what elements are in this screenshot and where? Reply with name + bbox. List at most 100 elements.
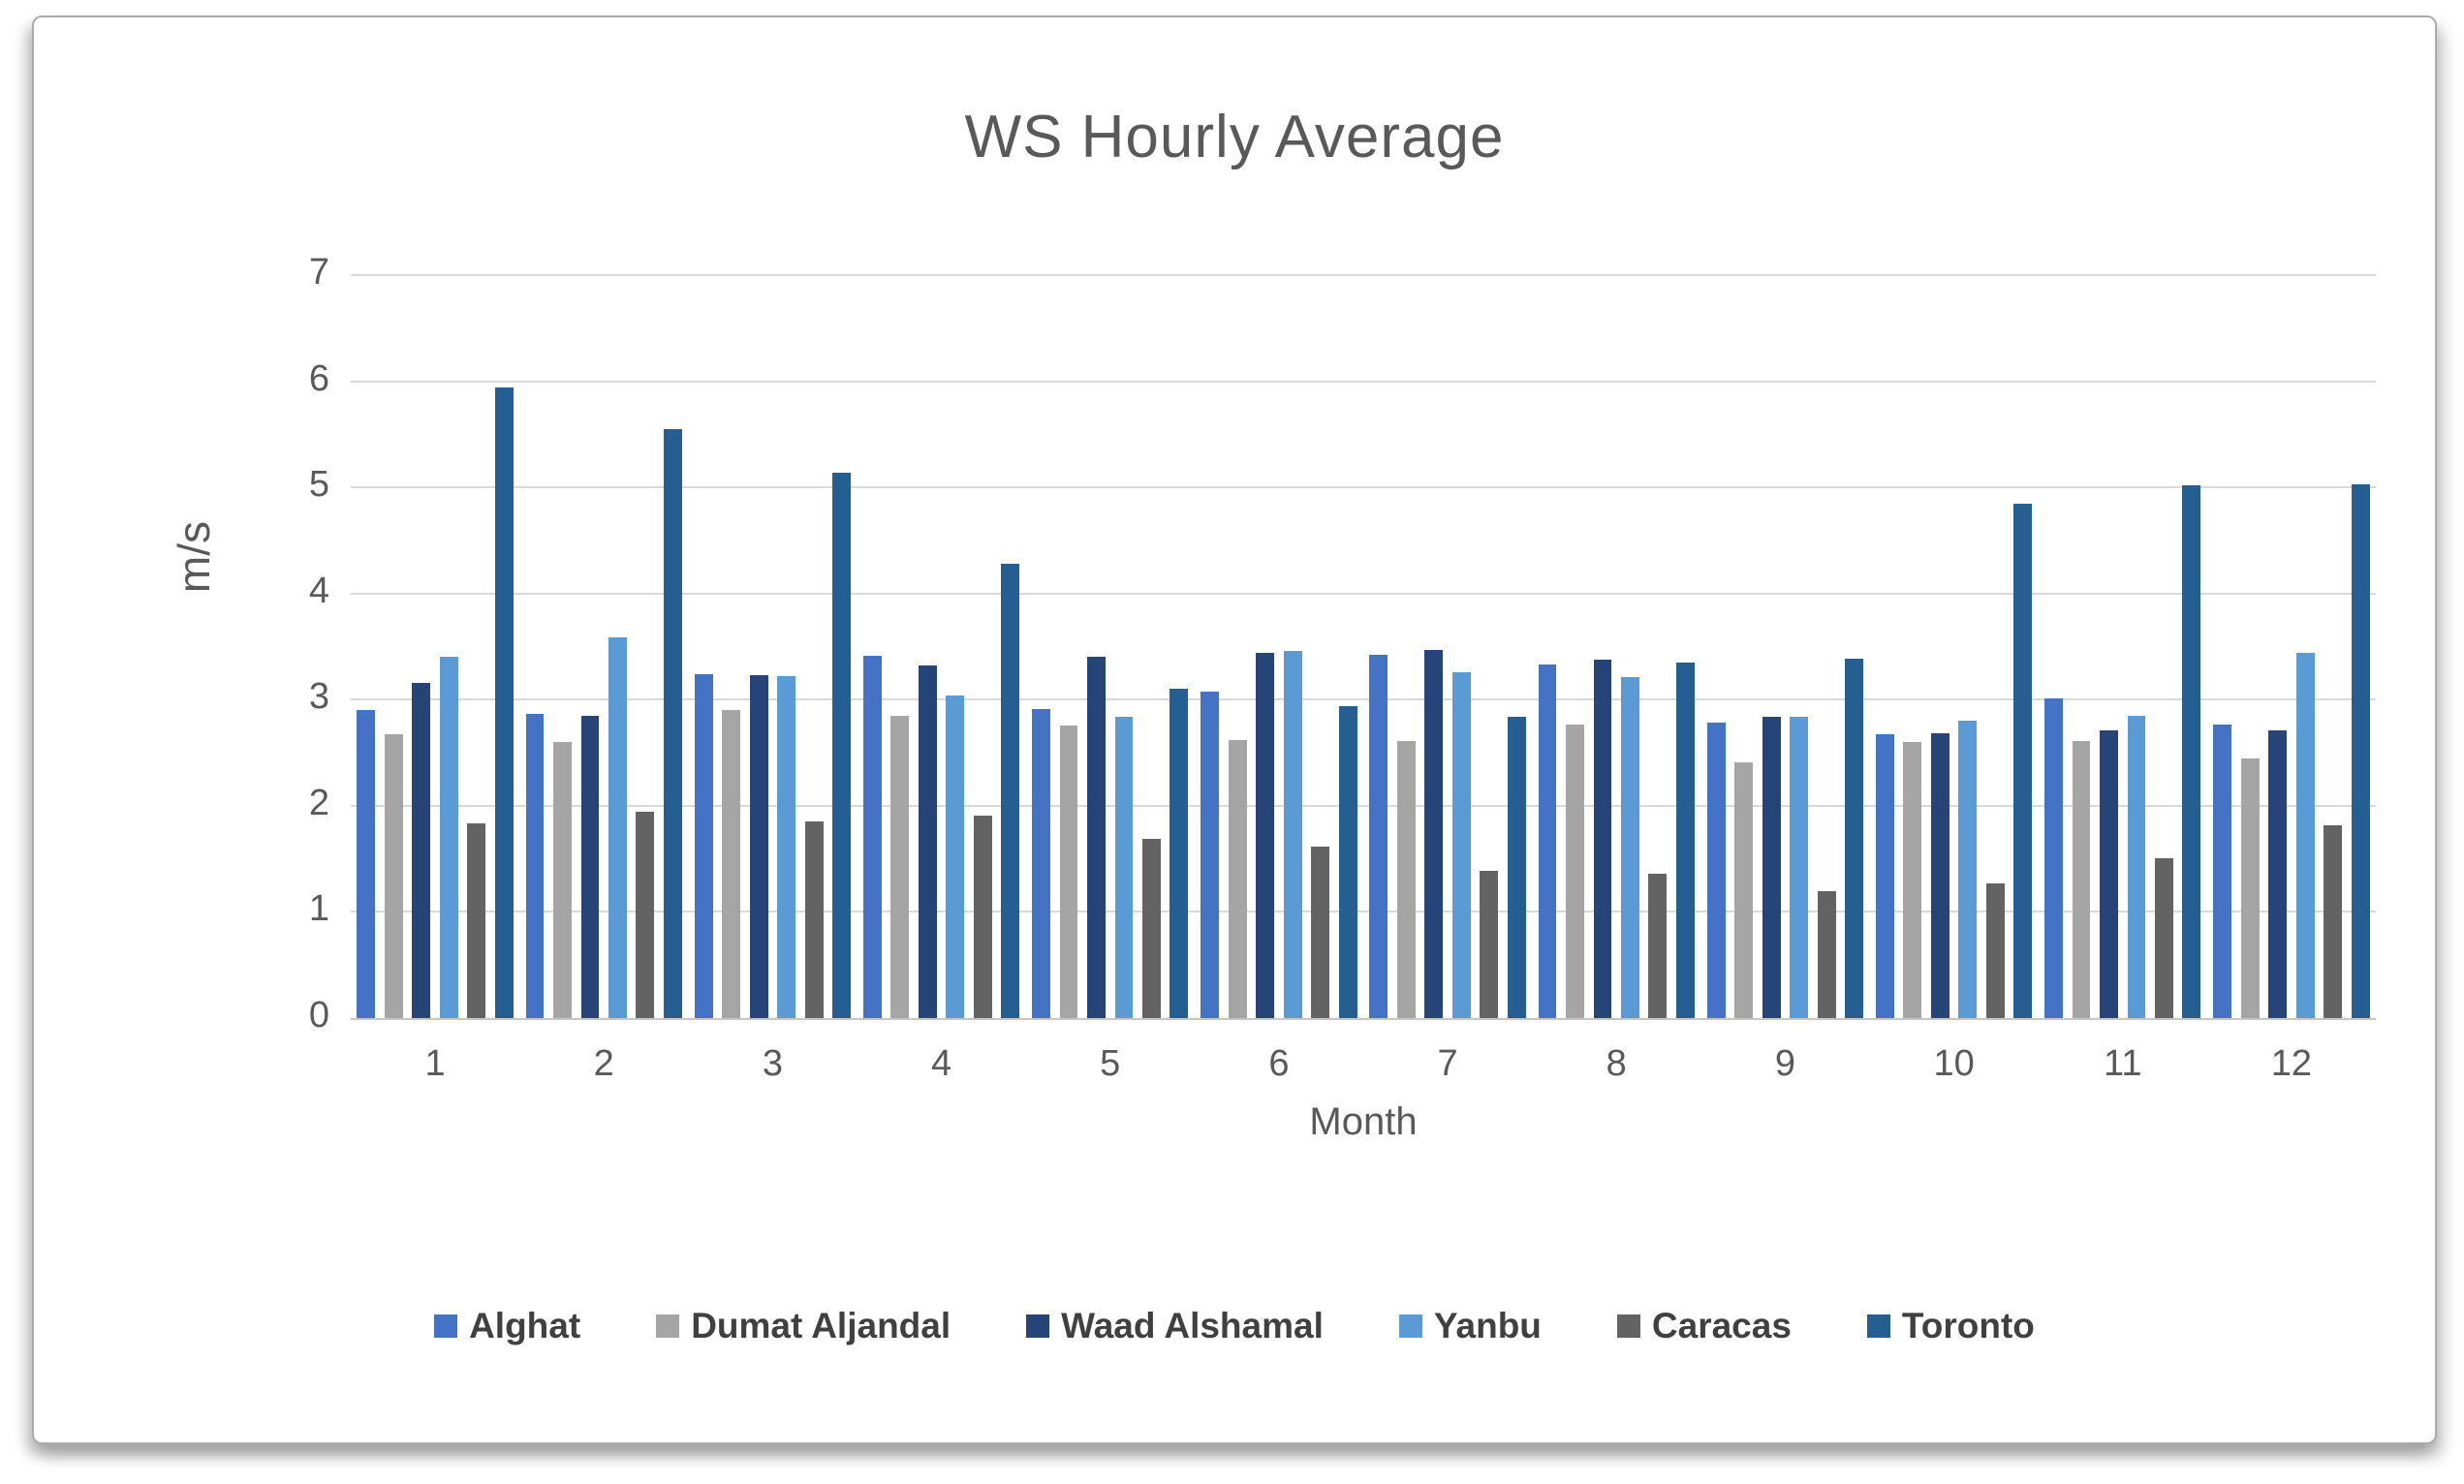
bar-alghat-month-3 xyxy=(694,674,713,1018)
bar-waad-alshamal-month-6 xyxy=(1256,653,1275,1018)
legend-label: Yanbu xyxy=(1433,1306,1542,1345)
bar-toronto-month-6 xyxy=(1338,705,1357,1018)
bar-alghat-month-1 xyxy=(357,710,376,1018)
bar-dumat-aljandal-month-1 xyxy=(384,734,403,1018)
legend-label: Alghat xyxy=(469,1306,581,1345)
y-tick-label-5: 5 xyxy=(308,464,329,506)
bar-yanbu-month-4 xyxy=(946,695,965,1018)
bar-yanbu-month-8 xyxy=(1621,677,1639,1018)
bar-toronto-month-9 xyxy=(1845,658,1864,1018)
bar-yanbu-month-11 xyxy=(2127,715,2146,1018)
bar-caracas-month-7 xyxy=(1480,870,1499,1018)
x-tick-label-3: 3 xyxy=(762,1043,783,1084)
bar-alghat-month-4 xyxy=(862,656,882,1018)
bar-waad-alshamal-month-1 xyxy=(412,682,431,1018)
bar-dumat-aljandal-month-10 xyxy=(1903,742,1922,1018)
bar-alghat-month-5 xyxy=(1032,709,1050,1018)
x-tick-label-6: 6 xyxy=(1268,1043,1290,1084)
bar-alghat-month-8 xyxy=(1538,665,1557,1018)
bar-caracas-month-1 xyxy=(467,823,486,1018)
bar-dumat-aljandal-month-9 xyxy=(1734,761,1754,1018)
bar-yanbu-month-12 xyxy=(2295,653,2315,1018)
y-tick-label-0: 0 xyxy=(308,995,329,1036)
legend-item-alghat: Alghat xyxy=(434,1306,580,1346)
bar-yanbu-month-9 xyxy=(1790,716,1809,1018)
legend-item-caracas: Caracas xyxy=(1616,1306,1792,1346)
x-tick-label-7: 7 xyxy=(1437,1043,1458,1084)
bar-caracas-month-12 xyxy=(2324,824,2343,1018)
bar-caracas-month-11 xyxy=(2154,857,2173,1018)
bar-alghat-month-6 xyxy=(1201,691,1220,1018)
bar-alghat-month-2 xyxy=(525,713,545,1018)
gridline-6 xyxy=(351,380,2376,383)
bar-toronto-month-1 xyxy=(494,387,514,1018)
bar-yanbu-month-10 xyxy=(1958,721,1978,1018)
bar-dumat-aljandal-month-11 xyxy=(2072,741,2091,1018)
legend-item-toronto: Toronto xyxy=(1866,1306,2035,1346)
bar-yanbu-month-3 xyxy=(777,676,796,1018)
gridline-7 xyxy=(351,274,2376,276)
x-tick-label-2: 2 xyxy=(593,1043,614,1084)
bar-toronto-month-7 xyxy=(1507,716,1526,1018)
bar-dumat-aljandal-month-5 xyxy=(1059,725,1078,1018)
bar-caracas-month-3 xyxy=(804,821,824,1018)
chart-legend: Alghat Dumat Aljandal Waad Alshamal Yanbu Ca… xyxy=(34,1306,2435,1346)
legend-swatch-icon xyxy=(1398,1314,1422,1338)
legend-label: Waad Alshamal xyxy=(1061,1306,1324,1345)
bar-dumat-aljandal-month-8 xyxy=(1566,724,1584,1018)
x-tick-label-9: 9 xyxy=(1774,1043,1795,1084)
y-tick-label-2: 2 xyxy=(308,782,329,823)
bar-dumat-aljandal-month-4 xyxy=(890,715,910,1018)
legend-item-waad-alshamal: Waad Alshamal xyxy=(1026,1306,1324,1346)
x-axis-title: Month xyxy=(1309,1100,1418,1143)
bar-dumat-aljandal-month-6 xyxy=(1228,739,1247,1018)
y-tick-label-7: 7 xyxy=(308,252,329,293)
bar-waad-alshamal-month-8 xyxy=(1593,659,1612,1018)
bar-alghat-month-12 xyxy=(2213,724,2232,1018)
bar-waad-alshamal-month-10 xyxy=(1930,733,1949,1018)
bar-dumat-aljandal-month-3 xyxy=(722,710,741,1018)
bar-yanbu-month-1 xyxy=(439,657,458,1018)
bar-toronto-month-11 xyxy=(2182,484,2201,1018)
gridline-2 xyxy=(351,804,2376,807)
bar-caracas-month-6 xyxy=(1311,846,1330,1018)
y-tick-label-4: 4 xyxy=(308,570,329,611)
x-tick-label-10: 10 xyxy=(1933,1043,1975,1084)
legend-item-yanbu: Yanbu xyxy=(1398,1306,1542,1346)
bar-caracas-month-5 xyxy=(1141,838,1161,1018)
bar-waad-alshamal-month-3 xyxy=(749,675,768,1018)
bar-dumat-aljandal-month-12 xyxy=(2240,757,2260,1018)
x-tick-label-8: 8 xyxy=(1606,1043,1627,1084)
y-tick-label-3: 3 xyxy=(308,676,329,718)
gridline-1 xyxy=(351,911,2376,913)
bar-alghat-month-11 xyxy=(2044,698,2063,1018)
bar-toronto-month-8 xyxy=(1675,662,1695,1018)
legend-label: Dumat Aljandal xyxy=(691,1306,951,1345)
y-axis-title: m/s xyxy=(169,520,219,594)
bar-caracas-month-9 xyxy=(1817,890,1836,1018)
legend-swatch-icon xyxy=(434,1314,458,1338)
gridline-3 xyxy=(351,698,2376,701)
legend-swatch-icon xyxy=(1866,1314,1890,1338)
bar-waad-alshamal-month-12 xyxy=(2268,730,2288,1018)
bar-dumat-aljandal-month-7 xyxy=(1396,741,1416,1018)
x-tick-label-12: 12 xyxy=(2270,1043,2313,1084)
bar-toronto-month-5 xyxy=(1170,689,1189,1018)
x-tick-label-4: 4 xyxy=(931,1043,952,1084)
bar-dumat-aljandal-month-2 xyxy=(553,742,572,1018)
bar-caracas-month-8 xyxy=(1648,873,1668,1018)
bar-waad-alshamal-month-5 xyxy=(1087,657,1106,1018)
bar-caracas-month-10 xyxy=(1985,882,2005,1018)
bar-waad-alshamal-month-9 xyxy=(1762,716,1781,1018)
x-tick-label-11: 11 xyxy=(2104,1043,2142,1084)
x-tick-label-1: 1 xyxy=(424,1043,446,1084)
bar-alghat-month-9 xyxy=(1706,723,1726,1018)
legend-swatch-icon xyxy=(656,1314,680,1338)
legend-item-dumat-aljandal: Dumat Aljandal xyxy=(656,1306,951,1346)
bar-waad-alshamal-month-4 xyxy=(918,665,937,1018)
bar-caracas-month-2 xyxy=(636,812,655,1018)
bar-alghat-month-7 xyxy=(1369,655,1388,1018)
x-axis-line xyxy=(351,1018,2376,1020)
